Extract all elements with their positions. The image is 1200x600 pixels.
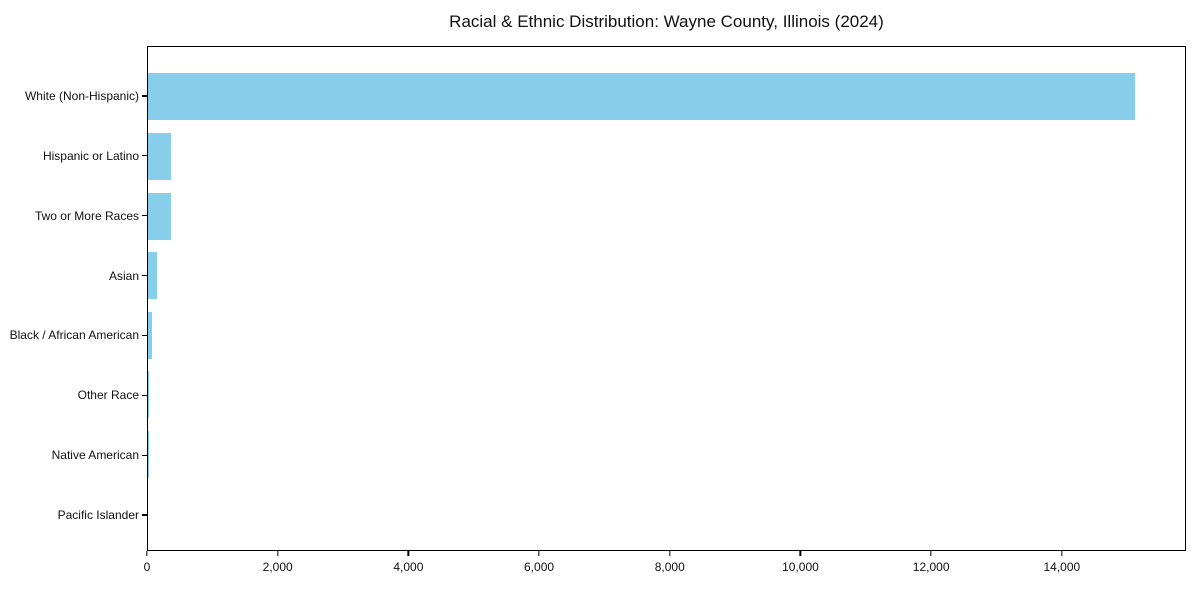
x-tick-mark — [277, 551, 279, 556]
y-axis-row: Two or More Races — [0, 186, 147, 246]
x-tick-label: 14,000 — [1043, 560, 1081, 574]
category-bar — [148, 192, 172, 240]
y-axis-row: Pacific Islander — [0, 485, 147, 545]
x-tick-mark — [1061, 551, 1063, 556]
y-tick-mark — [142, 274, 147, 277]
chart-title: Racial & Ethnic Distribution: Wayne Coun… — [449, 12, 884, 31]
bar-row — [148, 186, 1185, 246]
y-tick-mark — [142, 514, 147, 516]
x-tick-mark — [930, 551, 932, 556]
x-tick-label: 6,000 — [524, 560, 555, 574]
y-axis-row: Hispanic or Latino — [0, 126, 147, 186]
y-tick-mark — [142, 394, 147, 396]
y-tick-label: Asian — [108, 268, 139, 283]
bar-row — [148, 67, 1185, 127]
y-axis-row: Black / African American — [0, 306, 147, 366]
bar-row — [148, 365, 1185, 425]
x-tick-mark — [538, 551, 540, 556]
y-tick-mark — [142, 334, 147, 337]
x-tick-mark — [146, 551, 148, 556]
x-tick-label: 4,000 — [393, 560, 424, 574]
category-bar — [148, 132, 172, 180]
y-tick-mark — [142, 454, 147, 456]
category-bar — [148, 252, 157, 300]
x-tick-label: 12,000 — [912, 560, 950, 574]
y-tick-mark — [142, 95, 147, 97]
x-tick-label: 0 — [143, 560, 151, 574]
y-tick-label: White (Non-Hispanic) — [24, 88, 139, 103]
y-tick-label: Two or More Races — [34, 208, 139, 223]
y-tick-label: Other Race — [77, 388, 139, 403]
x-tick-mark — [799, 551, 802, 556]
y-axis: White (Non-Hispanic) Hispanic or Latino … — [0, 46, 147, 551]
y-tick-label: Native American — [51, 448, 139, 463]
bar-row — [148, 306, 1185, 366]
y-tick-label: Black / African American — [9, 328, 139, 343]
bar-row — [148, 246, 1185, 306]
category-bar — [148, 311, 152, 359]
x-tick-label: 8,000 — [654, 560, 685, 574]
x-tick-label: 2,000 — [262, 560, 293, 574]
x-tick-mark — [407, 551, 410, 556]
category-bar — [148, 73, 1136, 121]
y-axis-row: Other Race — [0, 365, 147, 425]
y-tick-mark — [142, 215, 147, 217]
y-tick-mark — [142, 155, 147, 157]
bar-row — [148, 484, 1185, 544]
y-axis-row: Native American — [0, 425, 147, 485]
bar-row — [148, 425, 1185, 485]
plot-area — [147, 46, 1186, 551]
bar-rows — [148, 47, 1185, 550]
y-axis-row: White (Non-Hispanic) — [0, 66, 147, 126]
x-axis: 0 2,000 4,000 6,000 8,000 — [143, 551, 1186, 585]
bar-row — [148, 127, 1185, 187]
y-tick-label: Hispanic or Latino — [42, 148, 139, 163]
y-axis-row: Asian — [0, 246, 147, 306]
y-tick-label: Pacific Islander — [57, 508, 139, 523]
x-tick-label: 10,000 — [782, 560, 819, 574]
x-tick-mark — [669, 551, 671, 556]
